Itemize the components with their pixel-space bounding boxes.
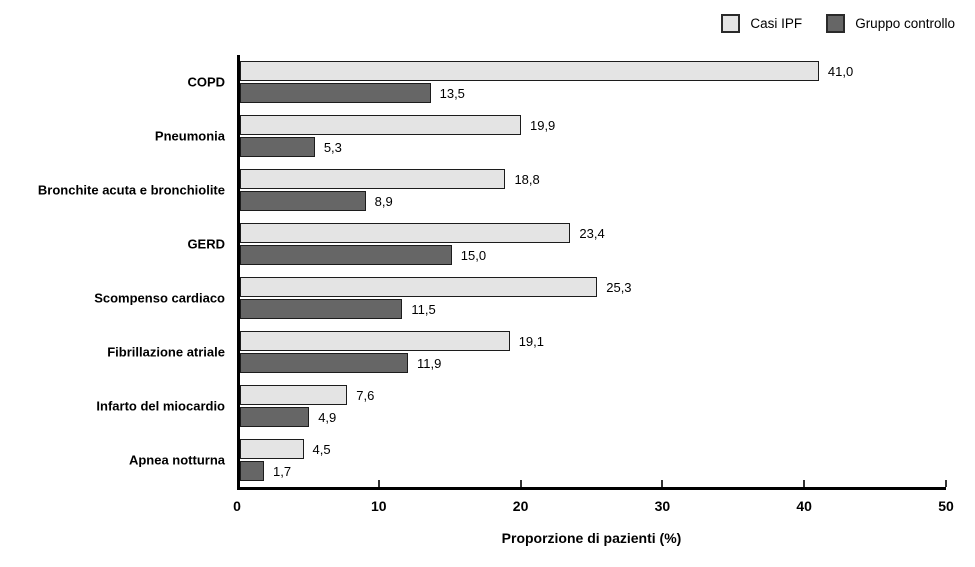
value-label: 13,5 (439, 85, 465, 101)
value-label: 18,8 (514, 171, 540, 187)
bar-casi-ipf (240, 385, 348, 405)
bar-gruppo-controllo (240, 353, 409, 373)
tick-label: 10 (371, 498, 387, 514)
value-label: 19,1 (518, 333, 544, 349)
bar-casi-ipf (240, 277, 598, 297)
bar-line: 5,3 (240, 137, 946, 157)
bar-group: COPD 41,0 13,5 (187, 55, 946, 109)
bar-casi-ipf (240, 169, 506, 189)
gruppo-controllo-swatch (826, 14, 846, 33)
casi-ipf-swatch (721, 14, 741, 33)
bar-line: 18,8 (240, 169, 946, 189)
legend-label-gruppo-controllo: Gruppo controllo (855, 16, 955, 31)
bar-gruppo-controllo (240, 137, 315, 157)
bar-line: 15,0 (240, 245, 946, 265)
bar-rows: COPD 41,0 13,5 Pneumonia 19,9 5,3 Bronchite ac… (38, 55, 946, 490)
bar-gruppo-controllo (240, 461, 264, 481)
bar-group: Fibrillazione atriale 19,1 11,9 (107, 325, 946, 379)
category-label: Infarto del miocardio (96, 398, 225, 414)
value-label: 23,4 (579, 225, 605, 241)
tick-label: 20 (512, 498, 529, 514)
bar-gruppo-controllo (240, 299, 403, 319)
bar-line: 11,9 (240, 353, 946, 373)
bar-gruppo-controllo (240, 83, 431, 103)
category-label: Scompenso cardiaco (94, 290, 225, 306)
bar-group: Infarto del miocardio 7,6 4,9 (96, 379, 946, 433)
bar-line: 1,7 (240, 461, 946, 481)
value-label: 5,3 (323, 139, 342, 155)
tick-label: 40 (796, 498, 812, 514)
value-label: 19,9 (529, 117, 556, 133)
legend-item-casi-ipf: Casi IPF (721, 14, 802, 33)
value-label: 15,0 (460, 247, 487, 263)
category-label: GERD (187, 236, 225, 252)
value-label: 4,9 (318, 409, 337, 425)
x-axis-tick-labels: 0 10 20 30 40 50 (233, 498, 954, 518)
value-label: 7,6 (356, 387, 375, 403)
x-axis-title: Proporzione di pazienti (%) (501, 530, 682, 546)
bar-line: 25,3 (240, 277, 946, 297)
value-label: 41,0 (827, 63, 854, 79)
bar-line: 19,1 (240, 331, 946, 351)
bar-gruppo-controllo (240, 245, 452, 265)
category-label: COPD (187, 74, 225, 90)
bar-line: 8,9 (240, 191, 946, 211)
bar-casi-ipf (240, 439, 304, 459)
legend-label-casi-ipf: Casi IPF (750, 16, 803, 31)
tick-label: 50 (938, 498, 954, 514)
bar-line: 13,5 (240, 83, 946, 103)
bar-casi-ipf (240, 61, 819, 81)
bar-casi-ipf (240, 115, 521, 135)
chart-legend: Casi IPF Gruppo controllo (721, 14, 955, 33)
bar-gruppo-controllo (240, 407, 310, 427)
category-label: Fibrillazione atriale (107, 344, 225, 360)
value-label: 11,5 (411, 301, 436, 317)
bar-line: 7,6 (240, 385, 946, 405)
bar-group: Bronchite acuta e bronchiolite 18,8 8,9 (38, 163, 946, 217)
bar-group: Apnea notturna 4,5 1,7 (129, 433, 946, 487)
bar-line: 4,9 (240, 407, 946, 427)
legend-item-gruppo-controllo: Gruppo controllo (826, 14, 955, 33)
value-label: 25,3 (606, 279, 632, 295)
value-label: 11,9 (417, 355, 442, 371)
bar-casi-ipf (240, 331, 510, 351)
bar-group: GERD 23,4 15,0 (187, 217, 946, 271)
bar-casi-ipf (240, 223, 571, 243)
bar-gruppo-controllo (240, 191, 366, 211)
category-label: Apnea notturna (128, 452, 225, 468)
bar-line: 23,4 (240, 223, 946, 243)
bar-group: Pneumonia 19,9 5,3 (155, 109, 946, 163)
bar-group: Scompenso cardiaco 25,3 11,5 (94, 271, 946, 325)
category-label: Bronchite acuta e bronchiolite (37, 182, 225, 198)
value-label: 8,9 (374, 193, 393, 209)
tick-label: 0 (233, 498, 241, 514)
category-label: Pneumonia (154, 128, 225, 144)
value-label: 1,7 (273, 463, 292, 479)
bar-line: 19,9 (240, 115, 946, 135)
bar-line: 4,5 (240, 439, 946, 459)
bar-line: 11,5 (240, 299, 946, 319)
value-label: 4,5 (312, 441, 331, 457)
tick-label: 30 (654, 498, 671, 514)
bar-line: 41,0 (240, 61, 946, 81)
